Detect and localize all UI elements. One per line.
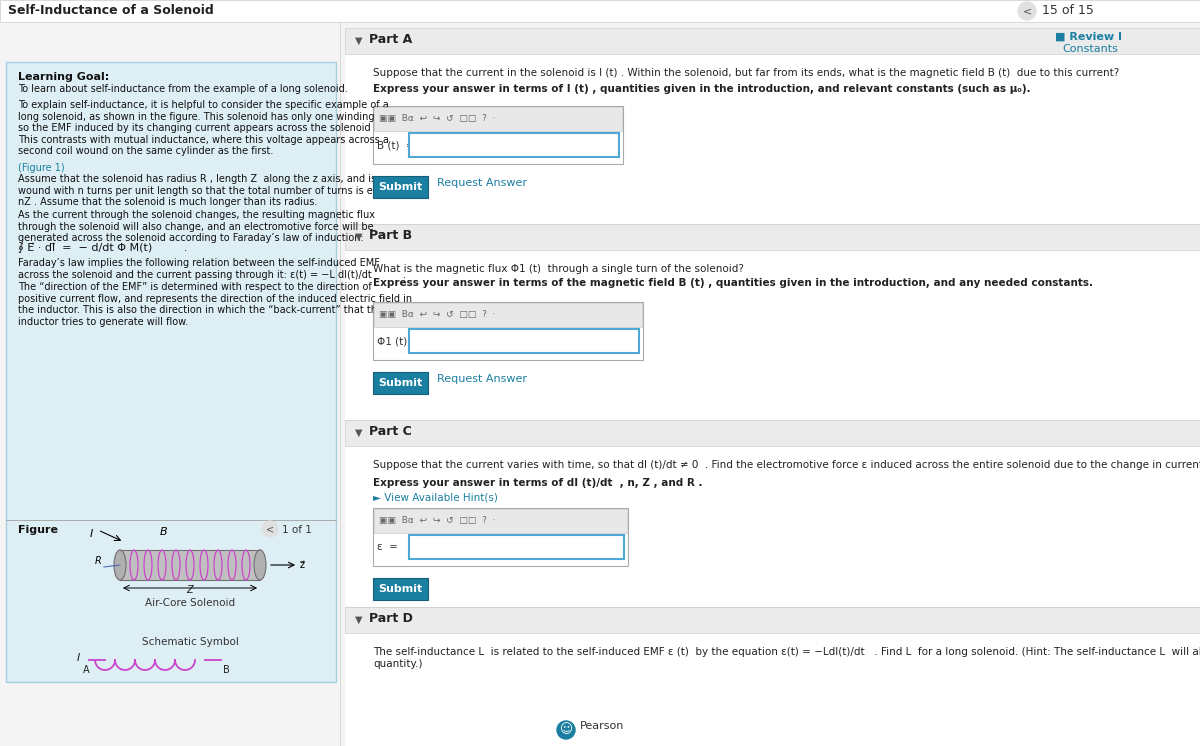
Text: Z: Z: [187, 585, 193, 595]
Bar: [373, 302, 643, 360]
Text: B: B: [160, 527, 168, 537]
Text: Part C: Part C: [370, 425, 412, 438]
Text: Assume that the solenoid has radius R , length Z  along the z axis, and is
wound: Assume that the solenoid has radius R , …: [18, 174, 407, 207]
Text: 1 of 1: 1 of 1: [282, 525, 312, 535]
Bar: [120, 550, 260, 580]
Text: ∮ E⃗ · dl⃗  =  − d/dt Φ M(t)         .: ∮ E⃗ · dl⃗ = − d/dt Φ M(t) .: [18, 242, 187, 252]
Bar: [409, 535, 624, 559]
Text: Submit: Submit: [378, 584, 422, 594]
Text: ☺: ☺: [559, 724, 572, 736]
Text: Air-Core Solenoid: Air-Core Solenoid: [145, 598, 235, 608]
Bar: [374, 303, 642, 327]
Text: z⃗: z⃗: [300, 560, 305, 570]
Text: ▣▣  Bα  ↩  ↪  ↺  □□  ?  ·: ▣▣ Bα ↩ ↪ ↺ □□ ? ·: [379, 310, 496, 319]
Bar: [409, 329, 640, 353]
Text: Constants: Constants: [1062, 44, 1118, 54]
Text: B (t)  =: B (t) =: [377, 140, 415, 150]
Bar: [346, 420, 1200, 421]
Text: Self-Inductance of a Solenoid: Self-Inductance of a Solenoid: [8, 4, 214, 17]
Text: Submit: Submit: [378, 182, 422, 192]
Text: Pearson: Pearson: [580, 721, 624, 731]
Bar: [374, 509, 628, 533]
Text: (Figure 1): (Figure 1): [18, 163, 65, 173]
Circle shape: [262, 521, 278, 537]
Text: To explain self-inductance, it is helpful to consider the specific example of a
: To explain self-inductance, it is helpfu…: [18, 100, 400, 157]
Text: ■ Review I: ■ Review I: [1055, 32, 1122, 42]
Bar: [346, 224, 1200, 225]
Text: Submit: Submit: [378, 378, 422, 388]
Bar: [0, 0, 1200, 22]
Text: I: I: [77, 653, 80, 663]
Bar: [6, 62, 336, 682]
Bar: [346, 607, 1200, 633]
Circle shape: [1018, 2, 1036, 20]
Bar: [346, 633, 1200, 746]
Text: A: A: [83, 665, 90, 675]
Text: ▼: ▼: [355, 232, 362, 242]
Text: ▼: ▼: [355, 428, 362, 438]
Text: As the current through the solenoid changes, the resulting magnetic flux
through: As the current through the solenoid chan…: [18, 210, 374, 243]
Bar: [373, 508, 628, 566]
Text: The self-inductance L  is related to the self-induced EMF ε (t)  by the equation: The self-inductance L is related to the …: [373, 647, 1200, 668]
Bar: [373, 176, 428, 198]
Text: ▣▣  Bα  ↩  ↪  ↺  □□  ?  ·: ▣▣ Bα ↩ ↪ ↺ □□ ? ·: [379, 114, 496, 124]
Text: B: B: [223, 665, 229, 675]
Text: The “direction of the EMF” is determined with respect to the direction of
positi: The “direction of the EMF” is determined…: [18, 282, 412, 327]
Ellipse shape: [254, 550, 266, 580]
Text: ▣▣  Bα  ↩  ↪  ↺  □□  ?  ·: ▣▣ Bα ↩ ↪ ↺ □□ ? ·: [379, 516, 496, 525]
Bar: [374, 107, 622, 131]
Bar: [346, 28, 1200, 54]
Text: 15 of 15: 15 of 15: [1042, 4, 1094, 17]
Text: <: <: [1022, 6, 1032, 16]
Text: Φ1 (t)  =: Φ1 (t) =: [377, 336, 422, 346]
Text: R: R: [95, 556, 102, 566]
Bar: [373, 106, 623, 164]
Bar: [409, 133, 619, 157]
Text: Express your answer in terms of dI (t)/dt  , n, Z , and R .: Express your answer in terms of dI (t)/d…: [373, 478, 702, 488]
Text: Schematic Symbol: Schematic Symbol: [142, 637, 239, 647]
Text: I: I: [90, 529, 94, 539]
Ellipse shape: [114, 550, 126, 580]
Text: Express your answer in terms of the magnetic field B (t) , quantities given in t: Express your answer in terms of the magn…: [373, 278, 1093, 288]
Bar: [346, 54, 1200, 250]
Bar: [346, 250, 1200, 446]
Text: Request Answer: Request Answer: [437, 178, 527, 188]
Text: Learning Goal:: Learning Goal:: [18, 72, 109, 82]
Text: ▼: ▼: [355, 615, 362, 625]
Text: What is the magnetic flux Φ1 (t)  through a single turn of the solenoid?: What is the magnetic flux Φ1 (t) through…: [373, 264, 744, 274]
Bar: [373, 578, 428, 600]
Text: Request Answer: Request Answer: [437, 374, 527, 384]
Text: Express your answer in terms of I (t) , quantities given in the introduction, an: Express your answer in terms of I (t) , …: [373, 84, 1031, 94]
Text: Figure: Figure: [18, 525, 58, 535]
Text: Suppose that the current varies with time, so that dI (t)/dt ≠ 0  . Find the ele: Suppose that the current varies with tim…: [373, 460, 1200, 470]
Text: ▼: ▼: [355, 36, 362, 46]
Bar: [346, 607, 1200, 608]
Text: Suppose that the current in the solenoid is I (t) . Within the solenoid, but far: Suppose that the current in the solenoid…: [373, 68, 1120, 78]
Bar: [373, 372, 428, 394]
Bar: [346, 420, 1200, 446]
Text: Part D: Part D: [370, 612, 413, 625]
Bar: [346, 224, 1200, 250]
Text: Faraday’s law implies the following relation between the self-induced EMF
across: Faraday’s law implies the following rela…: [18, 258, 406, 280]
Text: Part B: Part B: [370, 229, 412, 242]
Text: To learn about self-inductance from the example of a long solenoid.: To learn about self-inductance from the …: [18, 84, 348, 94]
Circle shape: [557, 721, 575, 739]
Text: ► View Available Hint(s): ► View Available Hint(s): [373, 492, 498, 502]
Bar: [346, 446, 1200, 631]
Text: ε  =: ε =: [377, 542, 398, 552]
Text: Part A: Part A: [370, 33, 413, 46]
Text: <: <: [266, 524, 274, 534]
